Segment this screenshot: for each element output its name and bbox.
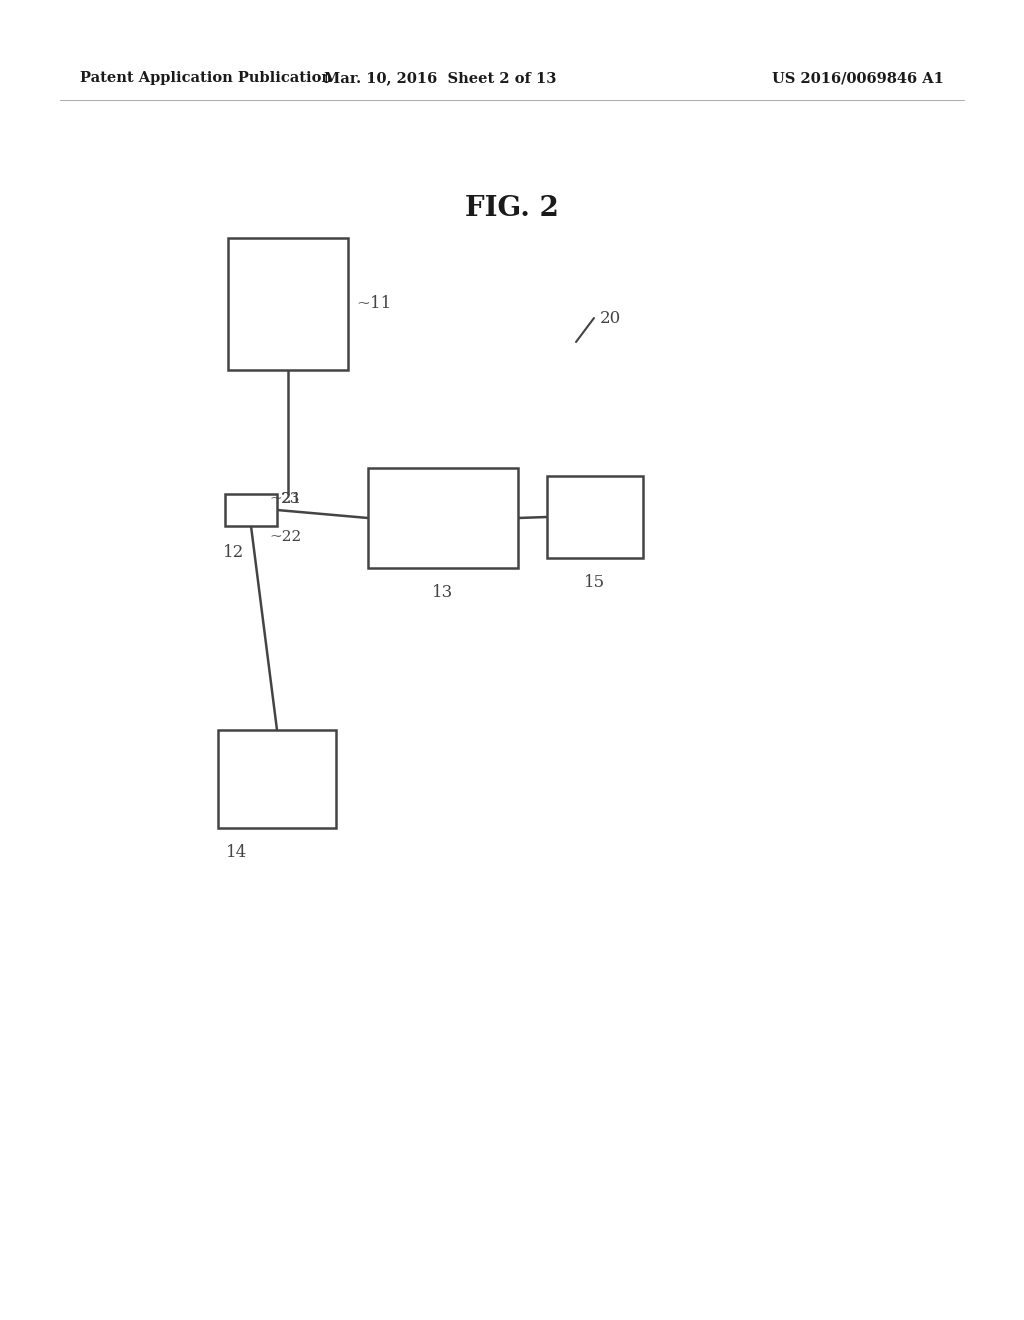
Bar (218, 730, 336, 828)
Text: 15: 15 (585, 574, 605, 591)
Text: Patent Application Publication: Patent Application Publication (80, 71, 332, 84)
Text: 12: 12 (223, 544, 245, 561)
Text: US 2016/0069846 A1: US 2016/0069846 A1 (772, 71, 944, 84)
Text: 23: 23 (281, 492, 300, 506)
Bar (228, 238, 348, 370)
Bar (368, 469, 518, 568)
Bar (547, 477, 643, 558)
Text: Mar. 10, 2016  Sheet 2 of 13: Mar. 10, 2016 Sheet 2 of 13 (325, 71, 556, 84)
Text: ~22: ~22 (269, 531, 301, 544)
Bar (225, 494, 278, 525)
Text: 13: 13 (432, 583, 454, 601)
Text: ~21: ~21 (269, 492, 301, 506)
Text: ~11: ~11 (356, 296, 391, 313)
Text: 14: 14 (226, 843, 247, 861)
Text: FIG. 2: FIG. 2 (465, 195, 559, 222)
Text: 20: 20 (600, 310, 622, 327)
